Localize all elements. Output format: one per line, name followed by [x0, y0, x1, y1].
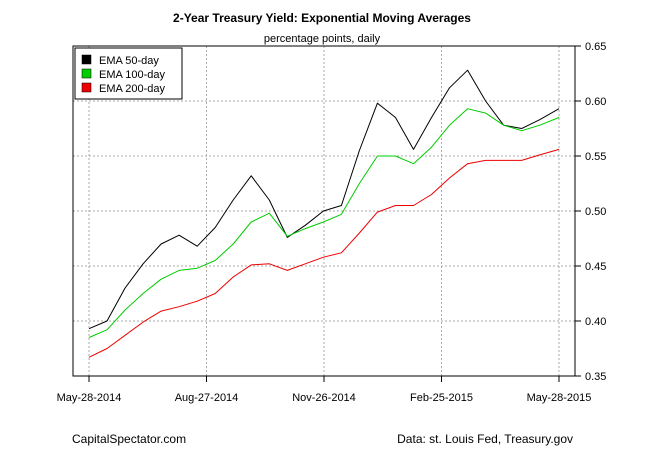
y-tick-label: 0.50: [585, 206, 606, 218]
footer-source-left: CapitalSpectator.com: [72, 432, 186, 446]
series-line-1: [88, 69, 560, 330]
y-tick-label: 0.35: [585, 371, 606, 383]
y-tick-label: 0.55: [585, 151, 606, 163]
legend-swatch: [81, 54, 92, 65]
chart-subtitle: percentage points, daily: [264, 33, 381, 45]
legend-label: EMA 200-day: [99, 83, 166, 95]
legend-box: [74, 47, 183, 100]
series-line-2: [88, 108, 560, 338]
legend-label: EMA 50-day: [99, 55, 159, 67]
legend-swatch: [81, 82, 92, 93]
x-tick-label: May-28-2015: [527, 392, 592, 404]
x-tick-label: Feb-25-2015: [410, 392, 473, 404]
series-lines: [88, 69, 560, 358]
x-tick-label: May-28-2014: [57, 392, 122, 404]
y-tick-label: 0.65: [585, 41, 606, 53]
footer-source-right: Data: st. Louis Fed, Treasury.gov: [397, 432, 573, 446]
axes: May-28-2014 Aug-27-2014 Nov-26-2014 Feb-25-…: [57, 41, 607, 404]
y-tick-label: 0.60: [585, 96, 606, 108]
chart-title: 2-Year Treasury Yield: Exponential Movin…: [173, 11, 471, 25]
series-line-3: [88, 148, 560, 358]
y-tick-label: 0.40: [585, 316, 606, 328]
legend: EMA 50-day EMA 100-day EMA 200-day: [74, 47, 183, 100]
legend-swatch: [81, 68, 92, 79]
y-tick-label: 0.45: [585, 261, 606, 273]
x-tick-label: Nov-26-2014: [292, 392, 356, 404]
legend-label: EMA 100-day: [99, 69, 166, 81]
x-tick-label: Aug-27-2014: [175, 392, 239, 404]
